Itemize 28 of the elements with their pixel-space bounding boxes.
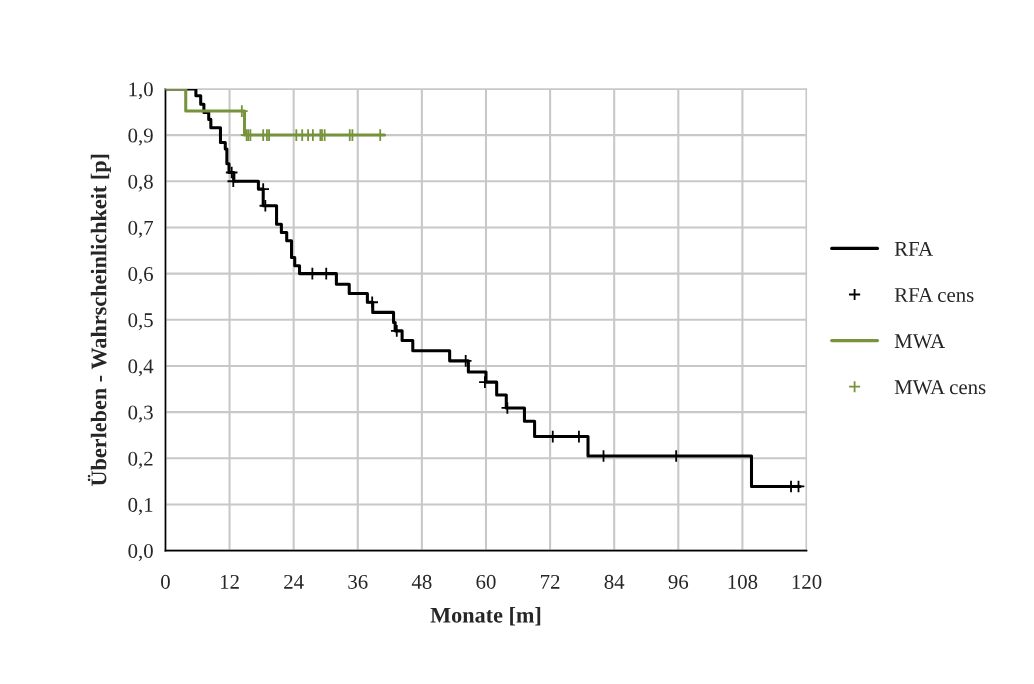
y-tick-label: 0,9: [128, 128, 153, 146]
x-tick-label: 36: [348, 574, 368, 589]
y-tick-label: 0,7: [128, 220, 154, 238]
legend-label: MWA: [894, 334, 945, 349]
legend-label: RFA cens: [894, 288, 974, 302]
y-tick-label: 0,3: [128, 405, 153, 423]
x-tick-label: 24: [284, 574, 304, 589]
x-tick-label: 84: [604, 574, 625, 589]
x-tick-label: 48: [411, 574, 432, 589]
y-tick-label: 0,4: [128, 359, 154, 377]
x-tick-label: 120: [792, 574, 822, 589]
y-tick-label: 1,0: [129, 82, 153, 100]
legend-label: MWA cens: [894, 380, 986, 395]
y-tick-label: 0,5: [128, 313, 153, 331]
x-tick-label: 12: [220, 574, 239, 589]
legend-label: RFA: [894, 241, 934, 256]
y-tick-label: 0,2: [128, 451, 153, 469]
x-axis-title: Monate [m]: [430, 607, 541, 626]
x-tick-label: 60: [476, 574, 496, 589]
x-tick-label: 72: [541, 574, 560, 589]
y-tick-label: 0,0: [128, 543, 153, 562]
y-tick-label: 0,8: [128, 174, 153, 192]
y-axis-title: Überleben - Wahrscheinlichkeit [p]: [87, 154, 111, 486]
y-tick-label: 0,6: [128, 266, 154, 285]
x-tick-label: 0: [161, 574, 170, 589]
x-tick-label: 108: [728, 574, 758, 589]
x-tick-label: 96: [668, 574, 689, 589]
y-tick-label: 0,1: [128, 497, 153, 515]
